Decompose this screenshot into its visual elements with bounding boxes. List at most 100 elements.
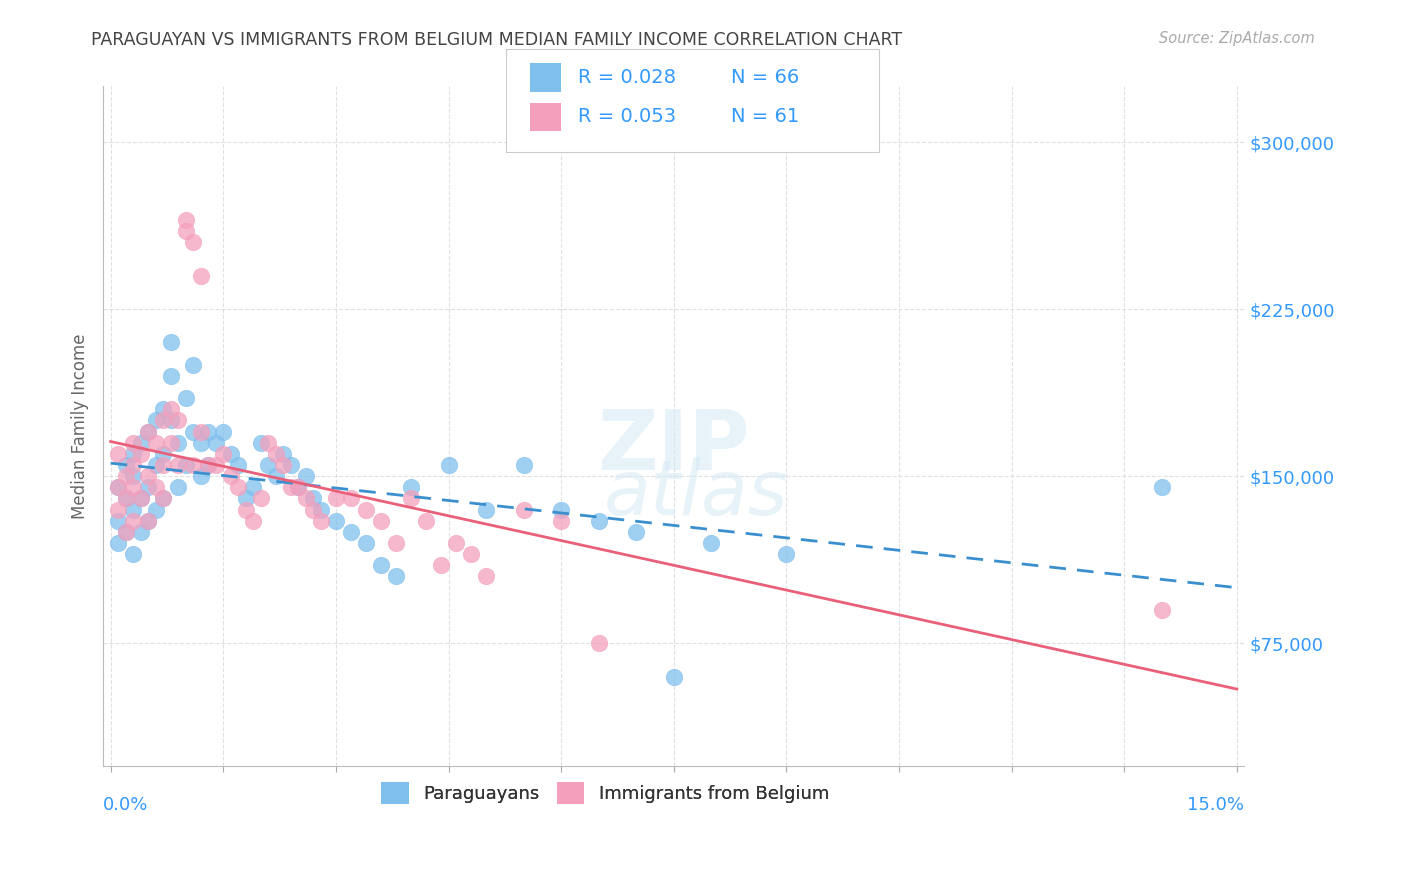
Point (122, 547, 145, 561)
Point (264, 447, 287, 461)
Point (122, 502, 145, 516)
Point (242, 480, 264, 494)
Point (295, 469, 318, 483)
Point (122, 469, 145, 483)
Point (122, 458, 145, 472)
Point (107, 536, 129, 550)
Point (226, 480, 249, 494)
Point (354, 536, 377, 550)
Point (114, 458, 136, 472)
Point (129, 447, 152, 461)
Point (550, 514, 572, 528)
Point (204, 458, 226, 472)
Text: 0.0%: 0.0% (103, 797, 149, 814)
Point (280, 458, 302, 472)
Point (287, 480, 309, 494)
Point (197, 425, 219, 439)
Point (197, 458, 219, 472)
Legend: Paraguayans, Immigrants from Belgium: Paraguayans, Immigrants from Belgium (374, 774, 837, 811)
Point (354, 502, 377, 516)
Point (107, 514, 129, 528)
Point (152, 458, 174, 472)
Point (136, 480, 159, 494)
Point (107, 502, 129, 516)
Point (136, 469, 159, 483)
Point (370, 514, 392, 528)
Point (190, 435, 212, 450)
Point (550, 502, 572, 516)
Point (129, 524, 152, 539)
Point (145, 413, 167, 427)
Point (174, 391, 197, 405)
Point (437, 458, 460, 472)
Point (159, 435, 181, 450)
Y-axis label: Median Family Income: Median Family Income (72, 334, 89, 519)
Point (226, 458, 249, 472)
Point (122, 514, 145, 528)
Point (174, 224, 197, 238)
Point (181, 425, 204, 439)
Point (181, 358, 204, 372)
Point (264, 469, 287, 483)
Point (122, 480, 145, 494)
Point (475, 569, 498, 583)
Point (340, 524, 363, 539)
Point (204, 435, 226, 450)
Point (219, 469, 242, 483)
Point (107, 447, 129, 461)
Point (190, 425, 212, 439)
Point (385, 569, 408, 583)
Point (122, 435, 145, 450)
Point (136, 514, 159, 528)
Point (190, 268, 212, 283)
Text: Source: ZipAtlas.com: Source: ZipAtlas.com (1159, 31, 1315, 46)
Point (415, 514, 437, 528)
Point (129, 491, 152, 506)
Point (235, 502, 257, 516)
Point (399, 480, 422, 494)
Point (181, 235, 204, 250)
Text: R = 0.053: R = 0.053 (578, 107, 676, 127)
Point (114, 524, 136, 539)
Text: 15.0%: 15.0% (1188, 797, 1244, 814)
Point (1150, 603, 1173, 617)
Point (588, 514, 610, 528)
Point (145, 502, 167, 516)
Point (107, 480, 129, 494)
Point (167, 435, 190, 450)
Point (159, 368, 181, 383)
Point (152, 491, 174, 506)
Point (249, 491, 271, 506)
Point (588, 636, 610, 650)
Point (145, 458, 167, 472)
Point (181, 458, 204, 472)
Point (159, 335, 181, 350)
Point (114, 469, 136, 483)
Point (626, 524, 648, 539)
Point (249, 435, 271, 450)
Point (460, 547, 482, 561)
Point (444, 536, 467, 550)
Point (325, 491, 347, 506)
Point (257, 458, 280, 472)
Point (430, 558, 453, 573)
Point (190, 469, 212, 483)
Point (385, 536, 408, 550)
Point (309, 502, 332, 516)
Point (197, 458, 219, 472)
Point (475, 502, 498, 516)
Point (242, 514, 264, 528)
Point (122, 447, 145, 461)
Point (152, 402, 174, 417)
Point (257, 435, 280, 450)
Point (159, 413, 181, 427)
Point (219, 447, 242, 461)
Point (775, 547, 797, 561)
Point (212, 447, 235, 461)
Point (302, 491, 325, 506)
Point (152, 413, 174, 427)
Point (1150, 480, 1173, 494)
Point (145, 480, 167, 494)
Text: atlas: atlas (605, 457, 789, 531)
Point (273, 458, 295, 472)
